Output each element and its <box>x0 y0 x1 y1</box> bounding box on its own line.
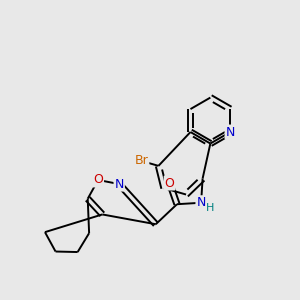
Text: N: N <box>226 125 235 139</box>
Text: Br: Br <box>135 154 148 167</box>
Text: O: O <box>93 173 103 187</box>
Text: N: N <box>196 196 206 209</box>
Text: O: O <box>165 176 175 190</box>
Text: H: H <box>206 203 215 213</box>
Text: N: N <box>115 178 124 190</box>
